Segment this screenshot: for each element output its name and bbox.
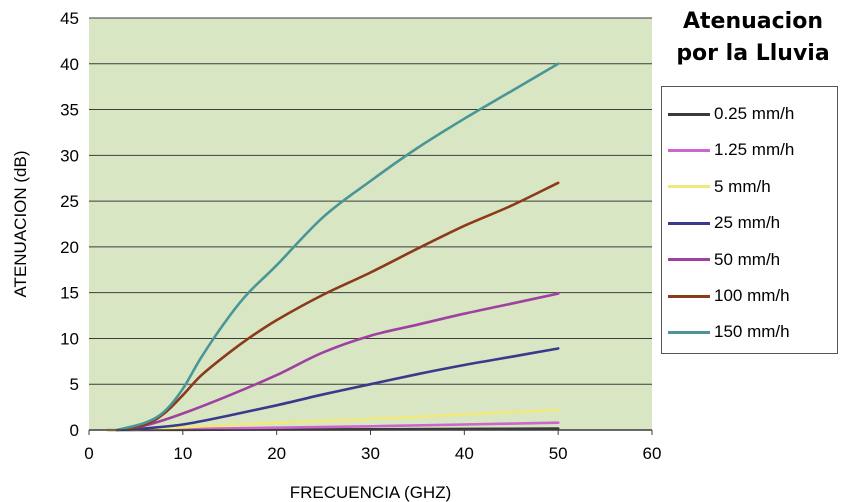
chart-title: Atenuacion por la Lluvia [660,6,846,70]
y-tick-label-35: 35 [60,101,79,120]
legend-label: 1.25 mm/h [714,140,795,160]
series-line-150-mm-h [115,62,560,432]
x-tick-label-10: 10 [173,444,192,463]
x-tick-label-30: 30 [361,444,380,463]
legend-swatch [668,185,710,189]
legend-label: 25 mm/h [714,213,781,233]
series-line-50-mm-h [115,292,560,432]
legend-swatch [668,148,710,152]
legend-item: 0.25 mm/h [668,97,794,131]
series-line-1-25-mm-h [106,421,560,432]
legend-item: 50 mm/h [668,243,780,277]
legend-label: 150 mm/h [714,322,790,342]
legend-label: 0.25 mm/h [714,104,795,123]
legend-item: 25 mm/h [668,206,780,240]
legend-label: 50 mm/h [714,249,781,269]
y-tick-label-10: 10 [60,329,79,348]
gridlines [89,17,652,385]
x-axis-label: FRECUENCIA (GHZ) [290,483,452,502]
legend-label: 100 mm/h [714,286,790,305]
x-tick-label-50: 50 [549,444,568,463]
legend-label: 5 mm/h [714,176,771,196]
y-tick-label-5: 5 [70,375,79,394]
x-tick-label-60: 60 [643,444,662,463]
y-tick-label-15: 15 [60,284,79,303]
legend-swatch [668,112,710,116]
x-tick-label-20: 20 [267,444,286,463]
legend-item: 5 mm/h [668,170,771,204]
y-tick-label-30: 30 [60,146,79,165]
legend-item: 1.25 mm/h [668,133,794,167]
legend-item: 150 mm/h [668,315,790,349]
y-tick-label-45: 45 [60,9,79,28]
y-tick-label-40: 40 [60,55,79,74]
x-tick-labels: 0 10 20 30 40 50 60 [84,430,661,463]
legend: 0.25 mm/h 1.25 mm/h 5 mm/h 25 mm/h 50 mm/h 10… [661,86,838,354]
y-axis-label: ATENUACION (dB) [11,150,30,297]
y-tick-labels: 0 5 10 15 20 25 30 35 40 45 [60,9,79,440]
y-tick-label-25: 25 [60,192,79,211]
y-tick-label-20: 20 [60,238,79,257]
x-tick-label-40: 40 [455,444,474,463]
chart-title-line-2: por la Lluvia [676,41,830,66]
series-line-100-mm-h [115,181,560,432]
plot-area [89,18,652,430]
legend-swatch [668,221,710,225]
x-tick-label-0: 0 [84,444,93,463]
legend-swatch [668,330,710,334]
series-line-25-mm-h [115,347,560,432]
legend-swatch [668,258,710,262]
legend-item: 100 mm/h [668,279,790,313]
chart-title-line-1: Atenuacion [683,9,823,34]
legend-swatch [668,294,710,298]
y-tick-label-0: 0 [70,421,79,440]
